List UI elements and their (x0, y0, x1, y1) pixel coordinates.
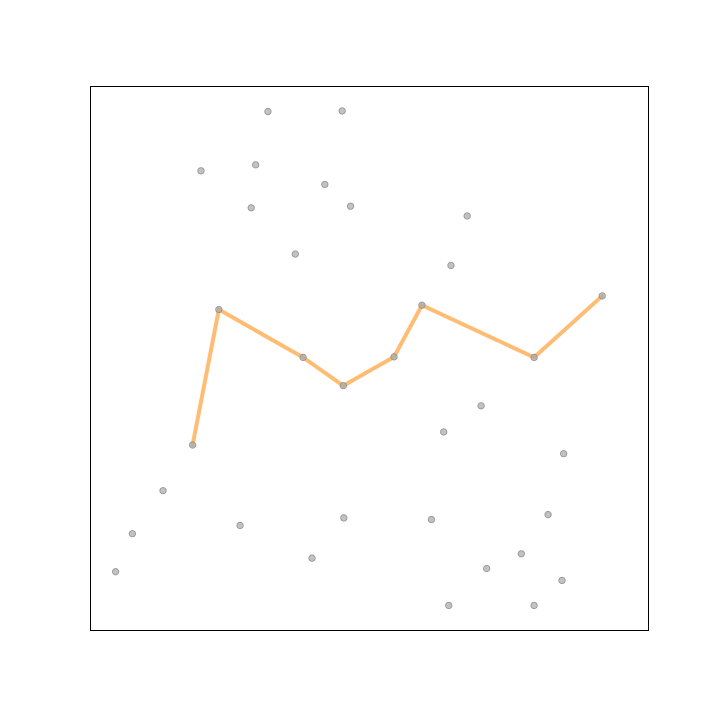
scatter-point-1 (338, 107, 346, 115)
scatter-point-24 (445, 601, 453, 610)
scatter-point-25 (530, 601, 538, 610)
scatter-point-3 (252, 161, 260, 169)
line-point-6 (530, 353, 538, 362)
line-series (190, 293, 605, 447)
line-point-3 (339, 382, 347, 390)
line-point-2 (299, 353, 307, 362)
scatter-point-10 (477, 402, 485, 410)
line-point-0 (189, 441, 197, 449)
scatter-point-20 (517, 550, 525, 558)
scatter-point-11 (440, 428, 448, 436)
scatter-point-6 (346, 202, 355, 210)
scatter-point-18 (544, 511, 552, 519)
scatter-point-13 (159, 487, 167, 495)
line-point-1 (215, 305, 223, 314)
scatter-point-21 (483, 564, 491, 573)
line-point-7 (598, 292, 606, 300)
scatter-point-0 (264, 107, 272, 116)
line-point-5 (418, 301, 426, 309)
scatter-point-5 (247, 204, 255, 212)
scatter-point-8 (291, 250, 299, 258)
scatter-point-23 (112, 568, 120, 576)
scatter-point-22 (558, 576, 566, 585)
scatter-point-4 (321, 180, 329, 189)
scatter-point-17 (427, 515, 436, 524)
plot-frame (90, 86, 649, 631)
scatter-point-12 (560, 450, 568, 458)
scatter-point-7 (463, 212, 471, 220)
scatter-point-14 (128, 530, 136, 538)
scatter-point-9 (447, 261, 455, 270)
scatter-point-16 (340, 514, 348, 522)
scatter-point-15 (236, 521, 244, 530)
scatter-point-2 (197, 167, 205, 175)
line-point-4 (390, 353, 398, 361)
line-layer (189, 292, 606, 449)
scatter-layer (112, 107, 568, 610)
scatter-point-19 (308, 554, 316, 562)
